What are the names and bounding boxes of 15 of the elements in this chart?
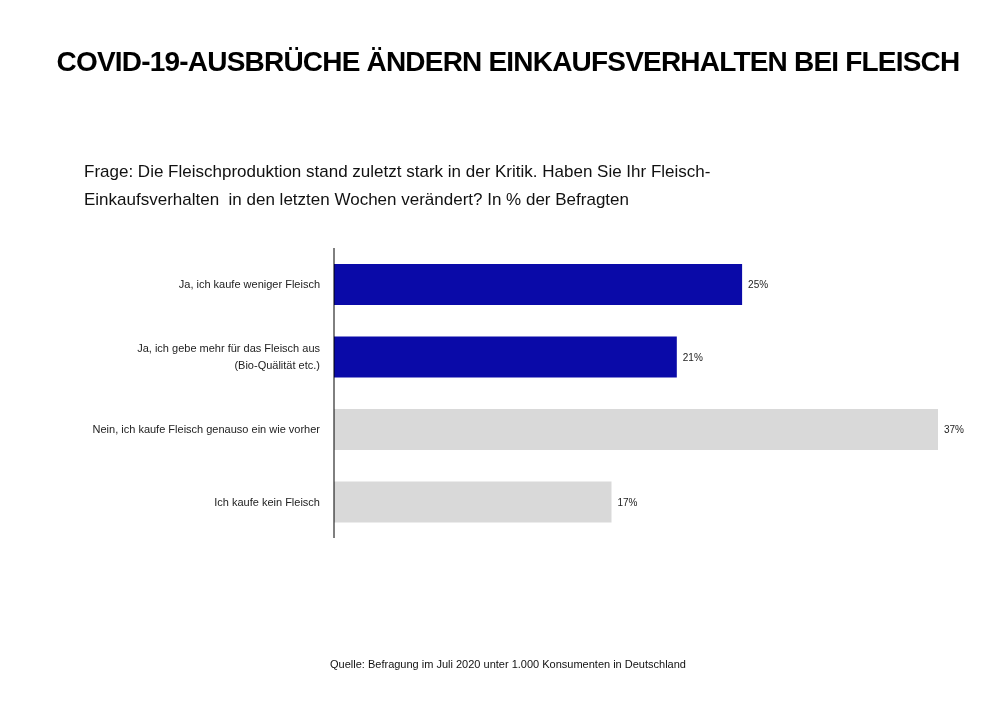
y-tick-label: Ja, ich gebe mehr für das Fleisch aus (Bio-Quälität etc.) (137, 342, 321, 372)
chart-subtitle: Frage: Die Fleischproduktion stand zuletzt stark in der Kritik. Haben Sie Ihr Fleisch- Einkaufsverhalten in den letzten Wochen verändert? In % der Befragten (84, 161, 712, 211)
data-label: 37% (944, 424, 965, 435)
data-label: 17% (617, 496, 638, 508)
source-note: Quelle: Befragung im Juli 2020 unter 1.000 Konsumenten in Deutschland (329, 658, 687, 670)
y-tick-label: Nein, ich kaufe Fleisch genauso ein wie vorher (92, 423, 321, 436)
y-tick-label: Ich kaufe kein Fleisch (214, 495, 320, 508)
data-label: 25% (748, 279, 769, 290)
data-label: 21% (682, 351, 703, 363)
bar (334, 408, 938, 450)
y-tick-label: Ja, ich kaufe weniger Fleisch (178, 278, 320, 291)
chart-title: COVID-19-AUSBRÜCHE ÄNDERN EINKAUFSVERHALTEN BEI FLEISCH (55, 46, 961, 78)
bar (334, 336, 677, 378)
bar (334, 263, 743, 305)
bar (334, 481, 612, 523)
